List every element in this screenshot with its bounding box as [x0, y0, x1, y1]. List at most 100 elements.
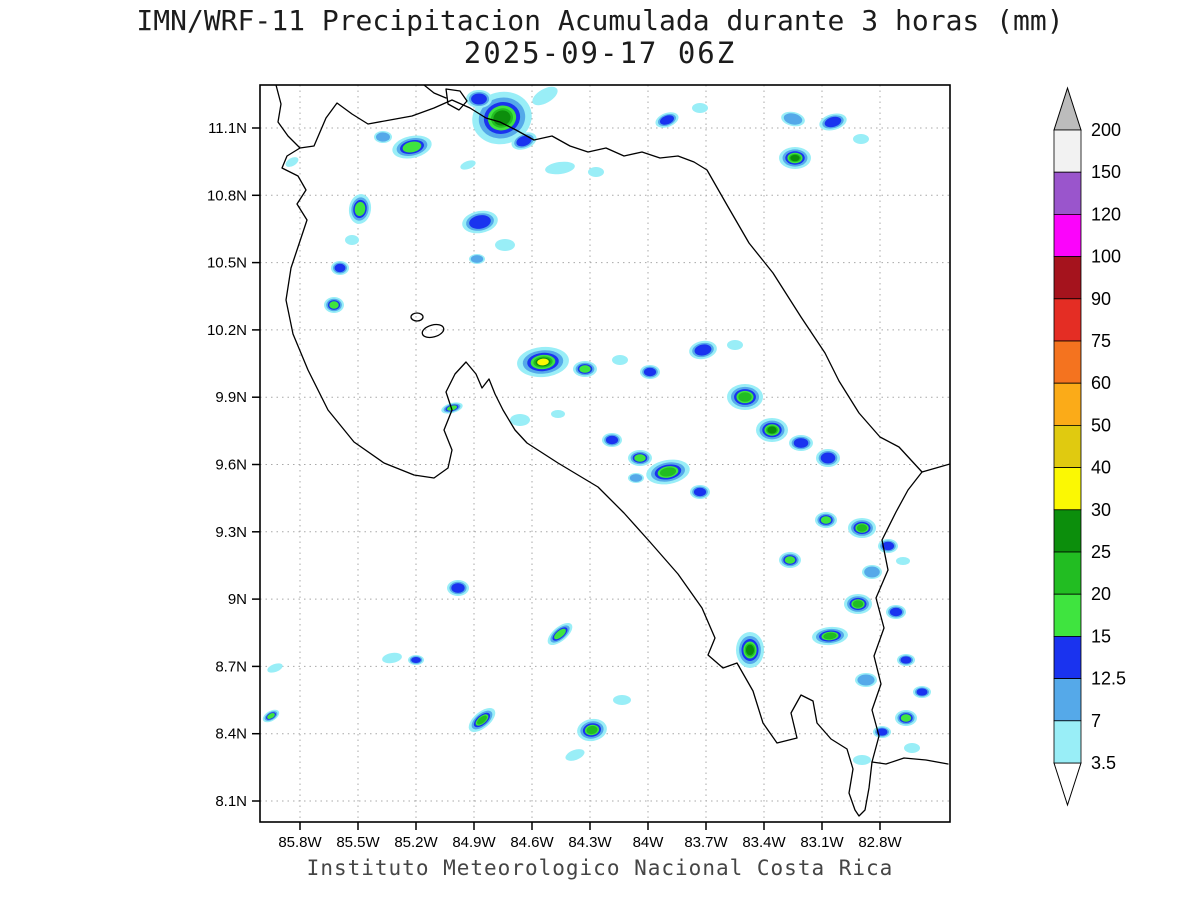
colorbar-cell [1053, 213, 1082, 257]
colorbar-label: 120 [1091, 204, 1121, 224]
precip-contour [820, 516, 832, 524]
precip-contour [745, 644, 755, 656]
precip-contour [864, 566, 880, 578]
y-tick-label: 9.6N [215, 457, 247, 474]
precip-contour [896, 557, 910, 565]
precip-contour [659, 467, 677, 477]
x-tick-label: 83.4W [742, 834, 786, 851]
colorbar-cell [1053, 467, 1082, 511]
colorbar-label: 3.5 [1091, 753, 1116, 773]
colorbar-cell [1053, 171, 1082, 215]
precip-contour [916, 688, 928, 696]
precip-contour [889, 607, 903, 617]
precip-contour [853, 134, 869, 144]
x-tick-label: 82.8W [858, 834, 902, 851]
precip-contour [554, 628, 566, 640]
precip-contour [876, 728, 888, 736]
chart-title: IMN/WRF-11 Precipitacion Acumulada duran… [136, 4, 1064, 37]
precip-contour [565, 749, 585, 761]
chira-island [421, 323, 445, 339]
x-tick-label: 83.1W [800, 834, 844, 851]
footer-credit: Instituto Meteorologico Nacional Costa R… [306, 856, 894, 880]
colorbar-cell [1053, 678, 1082, 722]
precip-contour [532, 86, 558, 106]
x-tick-label: 85.2W [394, 834, 438, 851]
precip-contour [579, 365, 591, 373]
y-tick-label: 9.3N [215, 524, 247, 541]
colorbar-cell [1053, 509, 1082, 553]
axis-ticks [252, 127, 881, 830]
colorbar-cell [1053, 129, 1082, 173]
colorbar-over-arrow [1053, 86, 1082, 131]
panama-pacific-coastline [871, 757, 949, 765]
precip-contour [793, 438, 809, 448]
precip-contour [692, 103, 708, 113]
x-tick-label: 84W [633, 834, 665, 851]
precip-contour [634, 454, 646, 462]
nicaragua-border-caribbean-coastline [299, 99, 950, 473]
colorbar-label: 75 [1091, 331, 1111, 351]
precip-contour [738, 392, 752, 402]
y-tick-label: 10.8N [207, 187, 247, 204]
colorbar-label: 150 [1091, 162, 1121, 182]
colorbar-cell [1053, 593, 1082, 637]
precip-contour [643, 367, 657, 377]
precip-contour [767, 426, 777, 434]
colorbar-label: 50 [1091, 415, 1111, 435]
precip-contour [856, 524, 868, 532]
precip-contour [516, 135, 532, 147]
precipitation-shading [262, 86, 931, 765]
colorbar-cell [1053, 256, 1082, 300]
colorbar-label: 100 [1091, 247, 1121, 267]
plot-frame [259, 84, 951, 823]
colorbar-cell [1053, 720, 1082, 764]
y-tick-label: 9.9N [215, 389, 247, 406]
y-tick-label: 8.1N [215, 793, 247, 810]
precip-contour [334, 263, 346, 273]
precip-contour [267, 713, 275, 719]
precip-contour [613, 695, 631, 705]
lake-nicaragua-shore [423, 85, 447, 99]
precip-contour [382, 652, 402, 664]
x-tick-label: 84.3W [568, 834, 612, 851]
colorbar-label: 7 [1091, 711, 1101, 731]
precip-contour [659, 115, 675, 125]
colorbar-label: 60 [1091, 373, 1111, 393]
y-tick-label: 8.4N [215, 726, 247, 743]
panama-border [871, 471, 923, 763]
precip-contour [451, 583, 465, 593]
precip-contour [900, 714, 912, 722]
costa-rica-coastline [275, 85, 950, 817]
precip-contour [411, 656, 421, 664]
precip-contour [285, 157, 299, 167]
y-tick-label: 11.1N [208, 120, 247, 137]
precip-contour [470, 255, 484, 263]
precip-contour [545, 161, 575, 175]
precip-contour [857, 674, 875, 686]
colorbar-label: 25 [1091, 542, 1111, 562]
y-tick-label: 8.7N [215, 658, 247, 675]
precip-contour [904, 743, 920, 753]
precip-contour [354, 201, 366, 217]
precip-contour [900, 656, 912, 664]
colorbar-cell [1053, 298, 1082, 342]
y-tick-label: 10.2N [207, 322, 247, 339]
precip-contour [784, 556, 796, 564]
colorbar-cell [1053, 340, 1082, 384]
colorbar-cell [1053, 551, 1082, 595]
precip-contour [629, 474, 643, 482]
colorbar: 200 150 120 100 90 75 60 50 40 30 25 20 15 12.5 7 3.5 [1053, 86, 1126, 807]
colorbar-cell [1053, 424, 1082, 468]
precip-contour [588, 167, 604, 177]
colorbar-label: 90 [1091, 289, 1111, 309]
precip-contour [510, 414, 530, 426]
colorbar-label: 15 [1091, 626, 1111, 646]
precip-contour [790, 154, 800, 162]
precip-contour [783, 113, 803, 125]
x-tick-label: 84.9W [452, 834, 496, 851]
precip-contour [495, 239, 515, 251]
precip-contour [345, 235, 359, 245]
precip-contour [853, 755, 871, 765]
